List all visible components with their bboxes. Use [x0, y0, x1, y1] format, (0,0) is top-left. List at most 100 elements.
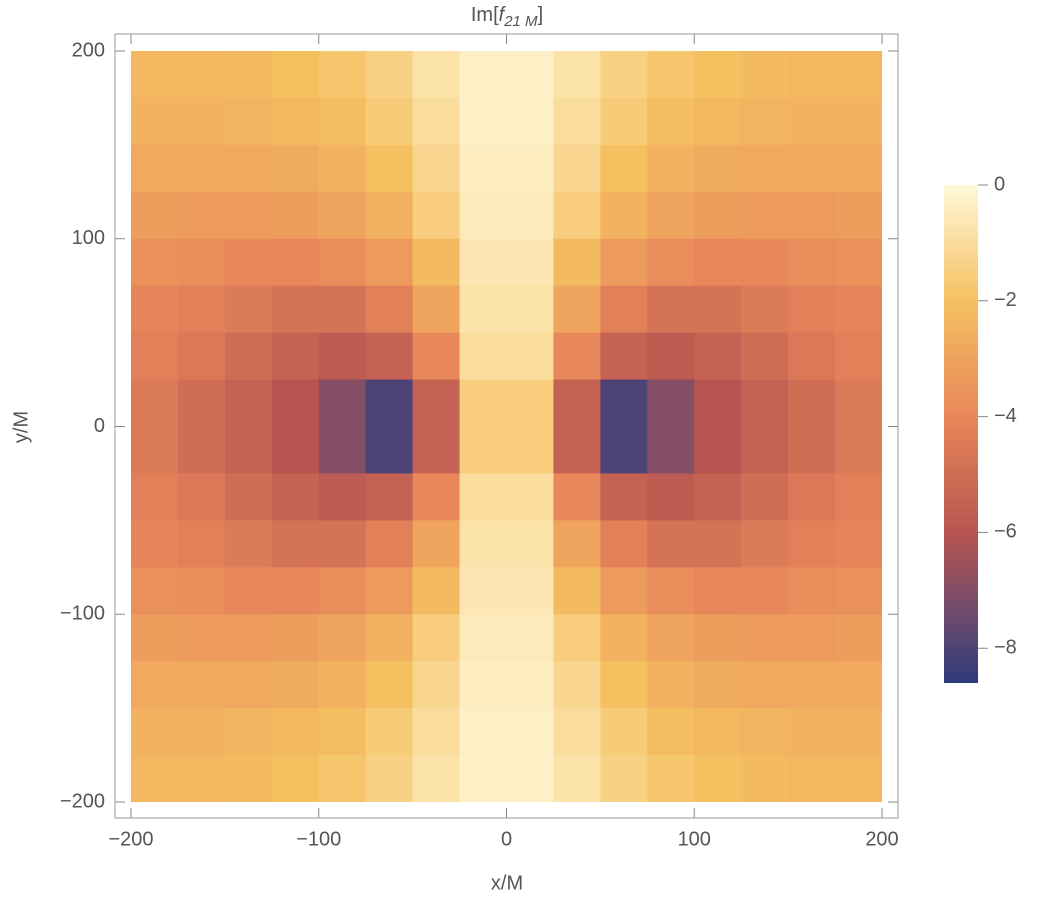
- density-cell: [459, 426, 507, 474]
- density-cell: [318, 567, 367, 615]
- density-cell: [694, 473, 742, 521]
- density-cell: [788, 191, 836, 240]
- density-cell: [365, 285, 414, 334]
- density-cell: [694, 520, 742, 568]
- density-cell: [177, 379, 226, 427]
- density-cell: [835, 567, 882, 615]
- density-cell: [553, 379, 601, 427]
- density-cell: [412, 473, 461, 521]
- colorbar-tick-label: 0: [994, 173, 1005, 195]
- density-cell: [318, 144, 367, 193]
- density-cell: [788, 379, 836, 427]
- density-cell: [177, 238, 226, 287]
- x-tick-label: 0: [501, 828, 512, 850]
- density-cell: [741, 238, 789, 287]
- density-cell: [647, 238, 695, 287]
- density-cell: [600, 51, 648, 99]
- density-cell: [412, 614, 461, 662]
- density-cell: [647, 426, 695, 474]
- colorbar-tick-label: −4: [994, 405, 1017, 427]
- density-cell: [271, 332, 320, 381]
- density-cell: [318, 426, 367, 474]
- density-cell: [694, 426, 742, 474]
- density-cell: [741, 51, 789, 99]
- colorbar-tick-label: −6: [994, 521, 1017, 543]
- title-subscript: 21 M: [503, 13, 538, 30]
- density-cell: [647, 473, 695, 521]
- density-cell: [412, 755, 461, 802]
- density-cell: [553, 567, 601, 615]
- density-cell: [177, 97, 226, 146]
- density-cell: [647, 520, 695, 568]
- density-cell: [459, 614, 507, 662]
- title-prefix: Im[: [471, 4, 499, 26]
- density-cell: [459, 473, 507, 521]
- density-cell: [835, 191, 882, 240]
- density-cell: [365, 144, 414, 193]
- density-cell: [224, 51, 273, 99]
- density-cell: [694, 614, 742, 662]
- density-cell: [365, 97, 414, 146]
- density-cell: [177, 332, 226, 381]
- density-cell: [177, 473, 226, 521]
- density-cell: [600, 144, 648, 193]
- density-cell: [506, 661, 554, 709]
- density-cell: [600, 285, 648, 334]
- density-cell: [318, 520, 367, 568]
- density-cell: [741, 332, 789, 381]
- density-cell: [506, 426, 554, 474]
- density-cell: [365, 567, 414, 615]
- density-cell: [506, 755, 554, 802]
- density-cell: [365, 661, 414, 709]
- density-cell: [835, 332, 882, 381]
- density-cell: [318, 661, 367, 709]
- density-cell: [318, 97, 367, 146]
- density-cell: [647, 661, 695, 709]
- density-cell: [459, 144, 507, 193]
- density-cell: [553, 285, 601, 334]
- density-cell: [600, 567, 648, 615]
- density-cell: [365, 238, 414, 287]
- density-cell: [506, 285, 554, 334]
- colorbar-tick-label: −8: [994, 637, 1017, 659]
- density-cell: [271, 97, 320, 146]
- density-cell: [741, 520, 789, 568]
- density-cell: [365, 520, 414, 568]
- density-cell: [647, 285, 695, 334]
- density-cell: [412, 238, 461, 287]
- density-cell: [788, 97, 836, 146]
- density-cell: [741, 755, 789, 802]
- density-cell: [271, 520, 320, 568]
- density-cell: [271, 144, 320, 193]
- density-cell: [224, 238, 273, 287]
- density-cell: [600, 661, 648, 709]
- density-cell: [131, 426, 179, 474]
- density-cell: [271, 238, 320, 287]
- density-cell: [271, 614, 320, 662]
- density-cell: [647, 191, 695, 240]
- density-cell: [412, 708, 461, 756]
- density-cell: [835, 708, 882, 756]
- density-cell: [177, 285, 226, 334]
- density-cell: [788, 661, 836, 709]
- density-cell: [224, 191, 273, 240]
- density-cell: [741, 144, 789, 193]
- density-cell: [553, 708, 601, 756]
- density-cell: [506, 51, 554, 99]
- density-cell: [271, 379, 320, 427]
- density-cell: [506, 379, 554, 427]
- density-cell: [694, 661, 742, 709]
- density-cell: [224, 473, 273, 521]
- density-cell: [365, 708, 414, 756]
- density-cell: [741, 567, 789, 615]
- density-cell: [271, 191, 320, 240]
- density-cell: [318, 285, 367, 334]
- density-cell: [365, 755, 414, 802]
- density-cell: [553, 426, 601, 474]
- density-cell: [365, 426, 414, 474]
- density-cell: [835, 614, 882, 662]
- density-cell: [131, 285, 179, 334]
- density-cell: [647, 144, 695, 193]
- density-cell: [131, 191, 179, 240]
